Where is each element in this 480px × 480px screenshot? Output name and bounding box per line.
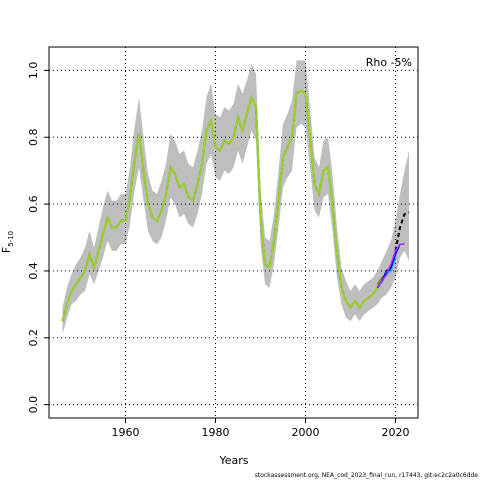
y-tick-label-0: 0.0 (27, 396, 40, 414)
footer-source: stockassessment.org, NEA_cod_2023_final_… (255, 472, 479, 479)
series-line-layer (61, 89, 410, 322)
y-axis-title: F5-10 (0, 231, 15, 253)
x-tick-label-3: 2020 (382, 426, 410, 439)
y-tick-label-1: 0.2 (27, 329, 40, 347)
svg-text:F5-10: F5-10 (0, 231, 15, 253)
plot-frame (48, 46, 419, 419)
series-line-peel-overlay (61, 89, 379, 322)
series-line-peel-4 (376, 243, 405, 289)
y-tick-label-3: 0.6 (27, 195, 40, 213)
y-tick-label-4: 0.8 (27, 128, 40, 146)
x-tick-label-2: 2000 (292, 426, 320, 439)
plot-area (49, 47, 418, 418)
confidence-band-layer (62, 60, 409, 335)
x-tick-label-0: 1960 (112, 426, 140, 439)
y-axis-title-main: F (0, 247, 13, 253)
y-tick-label-2: 0.4 (27, 262, 40, 280)
y-axis: 0.0 0.2 0.4 0.6 0.8 1.0 (27, 62, 49, 414)
x-tick-label-1: 1980 (202, 426, 230, 439)
confidence-band (62, 60, 409, 335)
x-axis-title: Years (218, 454, 248, 467)
y-tick-label-5: 1.0 (27, 62, 40, 80)
y-axis-title-subscript: 5-10 (7, 231, 15, 247)
rho-annotation: Rho -5% (366, 56, 412, 69)
x-axis: 1960 1980 2000 2020 (112, 418, 410, 439)
